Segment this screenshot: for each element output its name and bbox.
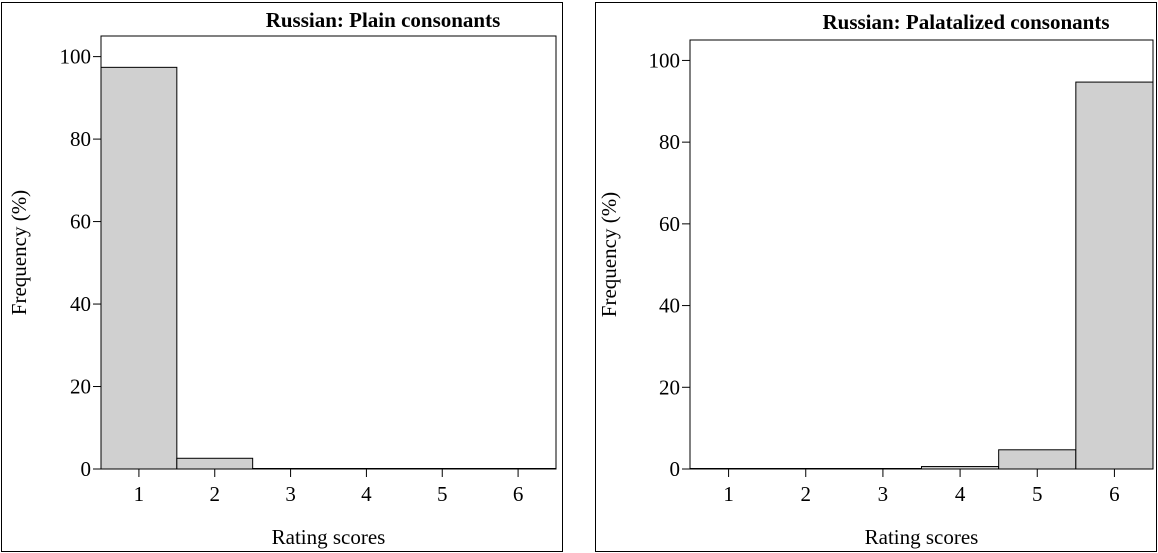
chart-title: Russian: Plain consonants — [266, 8, 501, 32]
bar-rating-5 — [403, 468, 481, 470]
x-tick-label: 2 — [210, 482, 221, 506]
y-tick-label: 20 — [659, 375, 680, 399]
x-tick-label: 4 — [361, 482, 372, 506]
histogram-palatalized-consonants: 0 20 40 60 80 100 1 2 3 4 5 6 Russian: Palatalized c… — [597, 10, 1154, 549]
x-tick-label: 5 — [1032, 482, 1043, 506]
y-tick-label: 60 — [659, 212, 680, 236]
x-tick-label: 6 — [513, 482, 524, 506]
x-tick-label: 6 — [1109, 482, 1120, 506]
x-tick-label: 1 — [134, 482, 145, 506]
y-axis-label: Frequency (%) — [597, 192, 621, 317]
bar-rating-6 — [1075, 81, 1154, 470]
y-axis-label: Frequency (%) — [7, 190, 31, 315]
bar-rating-3 — [252, 468, 330, 470]
bar-rating-3 — [843, 468, 922, 470]
histogram-plain-consonants: 0 20 40 60 80 100 1 2 3 4 5 6 Russian: Plain consona… — [7, 8, 557, 549]
bar-rating-6 — [479, 468, 557, 470]
y-tick-label: 100 — [60, 45, 92, 69]
y-tick-label: 40 — [70, 292, 91, 316]
chart-panel-palatalized: 0 20 40 60 80 100 1 2 3 4 5 6 Russian: Palatalized c… — [595, 2, 1157, 552]
y-tick-label: 20 — [70, 375, 91, 399]
y-tick-label: 0 — [81, 457, 92, 481]
y-tick-label: 100 — [649, 48, 681, 72]
chart-title: Russian: Palatalized consonants — [822, 10, 1109, 34]
y-tick-label: 0 — [670, 457, 681, 481]
y-tick-label: 80 — [70, 127, 91, 151]
bar-rating-2 — [176, 457, 254, 470]
chart-panel-plain: 0 20 40 60 80 100 1 2 3 4 5 6 Russian: Plain consona… — [1, 2, 563, 552]
y-tick-label: 40 — [659, 294, 680, 318]
x-axis-label: Rating scores — [865, 525, 979, 549]
x-tick-label: 3 — [878, 482, 889, 506]
x-tick-label: 1 — [723, 482, 734, 506]
x-tick-label: 5 — [437, 482, 448, 506]
x-tick-label: 4 — [955, 482, 966, 506]
x-tick-label: 3 — [285, 482, 296, 506]
x-axis-label: Rating scores — [272, 525, 386, 549]
bar-rating-2 — [766, 468, 845, 470]
bar-rating-1 — [100, 66, 178, 470]
y-tick-label: 80 — [659, 130, 680, 154]
x-tick-label: 2 — [801, 482, 812, 506]
bar-rating-4 — [921, 466, 1000, 470]
bar-rating-1 — [689, 468, 768, 470]
bar-rating-5 — [998, 449, 1077, 470]
bar-rating-4 — [328, 468, 405, 470]
y-tick-label: 60 — [70, 210, 91, 234]
